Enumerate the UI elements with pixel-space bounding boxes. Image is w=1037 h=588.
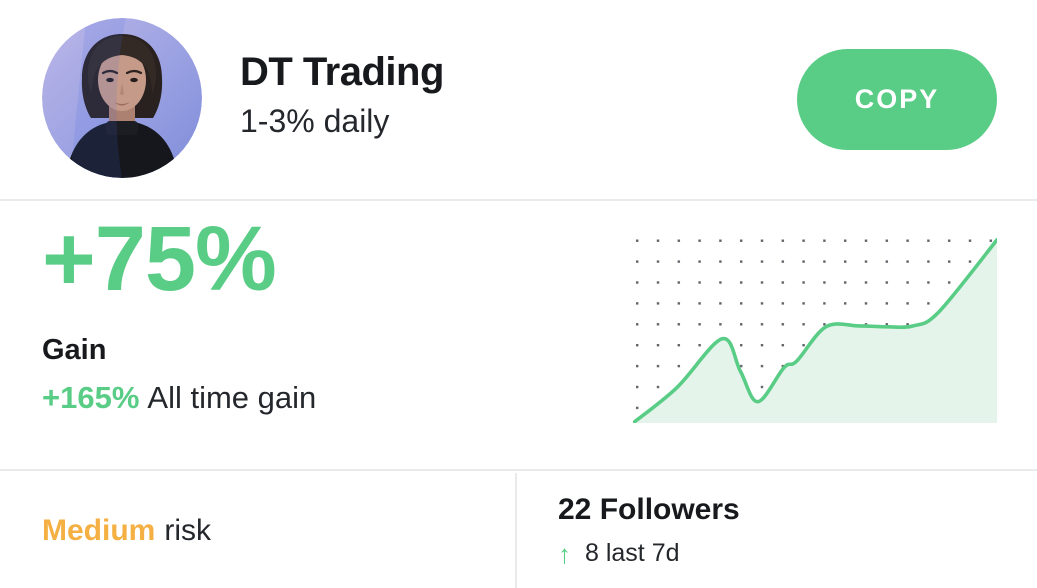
performance-sparkline bbox=[633, 238, 997, 423]
followers-trend-row: ↑ 8 last 7d bbox=[558, 539, 1037, 568]
gain-value: +75% bbox=[42, 208, 277, 310]
avatar bbox=[42, 18, 202, 178]
trader-name: DT Trading bbox=[240, 50, 444, 94]
followers-count: 22 Followers bbox=[558, 493, 740, 526]
card-footer: Medium risk 22 Followers ↑ 8 last 7d bbox=[0, 473, 1037, 588]
up-arrow-icon: ↑ bbox=[558, 538, 571, 569]
sparkline-line bbox=[633, 238, 997, 423]
all-time-gain-value: +165% bbox=[42, 380, 140, 415]
trader-strategy: 1-3% daily bbox=[240, 103, 390, 139]
trader-title-block: DT Trading 1-3% daily bbox=[240, 50, 444, 139]
followers-cell: 22 Followers ↑ 8 last 7d bbox=[517, 473, 1037, 588]
sparkline-area bbox=[633, 239, 997, 423]
risk-cell: Medium risk bbox=[0, 473, 517, 588]
trader-header: DT Trading 1-3% daily COPY bbox=[0, 0, 1037, 201]
copy-button[interactable]: COPY bbox=[797, 49, 997, 150]
sparkline-chart bbox=[633, 238, 997, 423]
gain-section: +75% Gain +165% All time gain bbox=[0, 203, 1037, 471]
risk-label: risk bbox=[164, 513, 211, 547]
followers-trend-text: 8 last 7d bbox=[585, 539, 680, 567]
all-time-gain-row: +165% All time gain bbox=[42, 380, 317, 415]
all-time-gain-label: All time gain bbox=[147, 380, 317, 415]
avatar-image bbox=[42, 18, 202, 178]
gain-label: Gain bbox=[42, 334, 107, 366]
risk-level: Medium bbox=[42, 513, 156, 547]
